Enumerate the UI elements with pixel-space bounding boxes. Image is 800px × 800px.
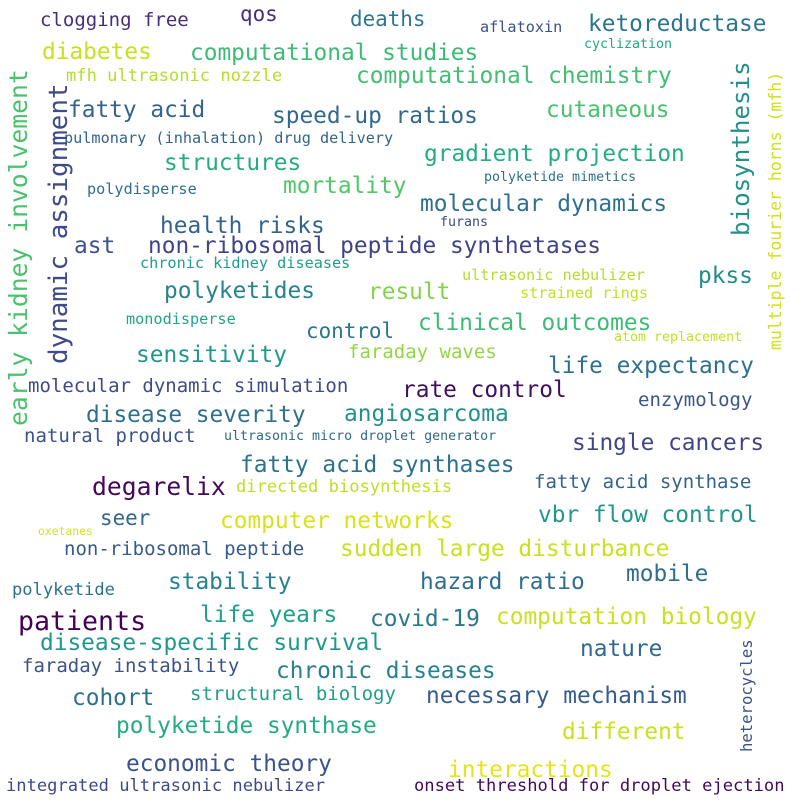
word: speed-up ratios xyxy=(272,102,478,129)
word: pkss xyxy=(698,262,753,289)
word: mortality xyxy=(283,172,407,199)
word: chronic diseases xyxy=(276,657,496,684)
word: control xyxy=(306,318,395,343)
word: hazard ratio xyxy=(420,568,585,595)
word: fatty acid xyxy=(68,96,206,123)
word: early kidney involvement xyxy=(3,69,33,426)
word: clogging free xyxy=(40,8,189,31)
word: dynamic assignment xyxy=(44,83,75,364)
word: different xyxy=(562,718,686,745)
word: directed biosynthesis xyxy=(236,477,453,498)
word: diabetes xyxy=(42,38,152,65)
word: deaths xyxy=(350,6,426,31)
word: polyketides xyxy=(164,277,315,304)
word: vbr flow control xyxy=(538,501,758,528)
word: computer networks xyxy=(220,507,454,534)
word: computation biology xyxy=(496,603,757,630)
word: oxetanes xyxy=(38,524,93,539)
word: mfh ultrasonic nozzle xyxy=(66,66,283,87)
word: rate control xyxy=(402,376,567,403)
word: ultrasonic micro droplet generator xyxy=(224,429,497,445)
word: structures xyxy=(164,149,302,176)
word: polyketide mimetics xyxy=(484,170,637,186)
word: ketoreductase xyxy=(588,10,767,37)
word: monodisperse xyxy=(126,310,236,329)
word: chronic kidney diseases xyxy=(140,254,351,273)
word: necessary mechanism xyxy=(426,682,687,709)
word: faraday waves xyxy=(348,340,497,363)
word: biosynthesis xyxy=(726,61,755,236)
word: economic theory xyxy=(126,750,332,777)
word: strained rings xyxy=(520,284,649,303)
word: fatty acid synthase xyxy=(534,470,752,493)
word: qos xyxy=(240,1,278,26)
word: cohort xyxy=(72,684,155,711)
word: structural biology xyxy=(190,682,396,705)
word: clinical outcomes xyxy=(418,309,652,336)
word: sudden large disturbance xyxy=(340,535,670,562)
word: gradient projection xyxy=(424,140,685,167)
word: computational studies xyxy=(190,39,479,66)
word: enzymology xyxy=(638,388,753,411)
word: ast xyxy=(74,232,116,259)
word: furans xyxy=(440,215,489,231)
word: onset threshold for droplet ejection xyxy=(414,776,785,797)
word: disease-specific survival xyxy=(40,629,384,656)
word: health risks xyxy=(160,212,325,239)
word: multiple fourier horns (mfh) xyxy=(765,71,785,350)
word: angiosarcoma xyxy=(344,400,509,427)
word: integrated ultrasonic nebulizer xyxy=(6,776,326,797)
word: patients xyxy=(18,605,147,637)
word: faraday instability xyxy=(22,654,240,677)
word: fatty acid synthases xyxy=(240,451,515,478)
word: cutaneous xyxy=(546,96,670,123)
word: computational chemistry xyxy=(356,62,672,89)
word: natural product xyxy=(24,424,196,447)
word: non-ribosomal peptide xyxy=(64,537,305,560)
word: molecular dynamics xyxy=(420,190,668,217)
word: polydisperse xyxy=(87,180,197,199)
word: cyclization xyxy=(584,37,673,53)
word: life years xyxy=(200,601,338,628)
word: ultrasonic nebulizer xyxy=(462,266,645,285)
word: molecular dynamic simulation xyxy=(28,374,349,397)
word: atom replacement xyxy=(614,330,743,346)
word: mobile xyxy=(626,560,709,587)
word: nature xyxy=(580,635,663,662)
word: pulmonary (inhalation) drug delivery xyxy=(64,129,394,148)
word: heterocycles xyxy=(738,639,757,752)
word: aflatoxin xyxy=(480,18,563,37)
word: seer xyxy=(100,505,151,530)
word: stability xyxy=(168,568,292,595)
word: interactions xyxy=(448,756,613,783)
word: degarelix xyxy=(92,471,226,501)
word: life expectancy xyxy=(548,352,754,379)
word: polyketide xyxy=(12,580,115,601)
word: covid-19 xyxy=(370,605,480,632)
word: result xyxy=(368,278,451,305)
word: non-ribosomal peptide synthetases xyxy=(148,232,601,259)
word: single cancers xyxy=(572,429,765,456)
word: sensitivity xyxy=(136,341,287,368)
word: disease severity xyxy=(86,401,306,428)
word: polyketide synthase xyxy=(116,712,377,739)
